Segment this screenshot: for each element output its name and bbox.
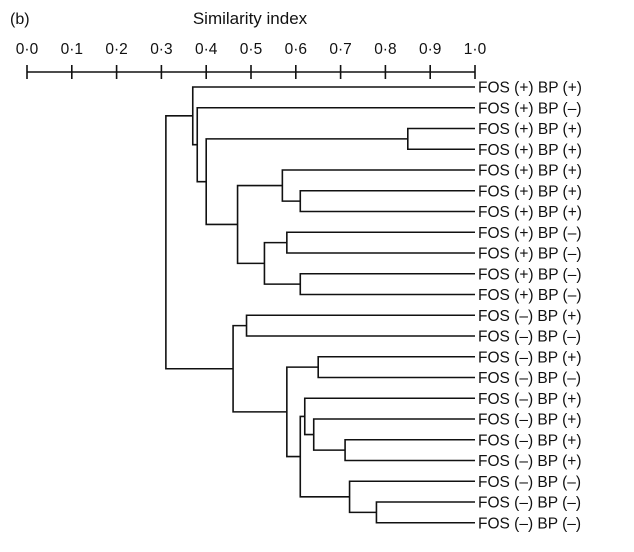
leaf-label: FOS (–) BP (+) — [478, 391, 582, 408]
tick-label: 0·3 — [150, 41, 172, 58]
tick-label: 0·8 — [374, 41, 396, 58]
dendrogram-branch — [317, 355, 475, 379]
axis-title: Similarity index — [193, 9, 308, 28]
tick-label: 0·1 — [61, 41, 83, 58]
leaf-label: FOS (–) BP (–) — [478, 474, 581, 491]
dendrogram-branch — [375, 501, 475, 524]
leaf-label: FOS (+) BP (–) — [478, 266, 582, 283]
leaf-label: FOS (+) BP (+) — [478, 163, 582, 180]
dendrogram-branch — [299, 415, 350, 498]
leaf-label: FOS (+) BP (+) — [478, 183, 582, 200]
leaf-label: FOS (–) BP (–) — [478, 515, 581, 532]
dendrogram-branch — [299, 272, 475, 296]
dendrogram-branch — [312, 418, 475, 451]
leaf-label: FOS (+) BP (–) — [478, 246, 582, 263]
dendrogram-branch — [407, 127, 475, 151]
tick-label: 1·0 — [464, 41, 487, 58]
leaf-label: FOS (+) BP (–) — [478, 100, 582, 117]
dendrogram-branch — [286, 231, 475, 254]
leaf-label: FOS (–) BP (–) — [478, 329, 581, 346]
leaf-label: FOS (+) BP (+) — [478, 204, 582, 221]
tick-label: 0·2 — [105, 41, 127, 58]
dendrogram-branch — [191, 86, 475, 146]
tick-label: 0·0 — [16, 41, 39, 58]
dendrogram-branch — [165, 115, 234, 370]
dendrogram-branch — [344, 438, 475, 462]
leaf-labels: FOS (+) BP (+) FOS (+) BP (–) FOS (+) BP (… — [478, 80, 582, 533]
tick-label: 0·7 — [329, 41, 351, 58]
leaf-label: FOS (–) BP (+) — [478, 453, 582, 470]
similarity-axis: 0·0 0·1 0·2 0·3 0·4 0·5 0·6 0·7 0·8 0·9 1·0 — [16, 41, 487, 79]
leaf-label: FOS (+) BP (–) — [478, 287, 582, 304]
leaf-label: FOS (–) BP (+) — [478, 308, 582, 325]
leaf-label: FOS (+) BP (+) — [478, 121, 582, 138]
dendrogram-branch — [281, 169, 475, 202]
dendrogram-branch — [303, 397, 475, 436]
dendrogram-branch — [299, 189, 475, 213]
leaf-label: FOS (+) BP (+) — [478, 142, 582, 159]
leaf-label: FOS (–) BP (+) — [478, 432, 582, 449]
dendrogram-branch — [232, 324, 287, 413]
tick-label: 0·9 — [419, 41, 441, 58]
leaf-label: FOS (–) BP (+) — [478, 412, 582, 429]
dendrogram-branch — [245, 314, 475, 337]
tick-label: 0·5 — [240, 41, 262, 58]
leaf-label: FOS (–) BP (–) — [478, 495, 581, 512]
dendrogram-branch — [236, 184, 283, 265]
dendrogram-branches — [165, 86, 475, 524]
leaf-label: FOS (+) BP (+) — [478, 80, 582, 97]
panel-label: (b) — [10, 11, 30, 28]
tick-label: 0·4 — [195, 41, 218, 58]
dendrogram-branch — [263, 241, 301, 285]
tick-label: 0·6 — [285, 41, 307, 58]
dendrogram-branch — [348, 480, 475, 514]
leaf-label: FOS (–) BP (+) — [478, 349, 582, 366]
leaf-label: FOS (+) BP (–) — [478, 225, 582, 242]
leaf-label: FOS (–) BP (–) — [478, 370, 581, 387]
